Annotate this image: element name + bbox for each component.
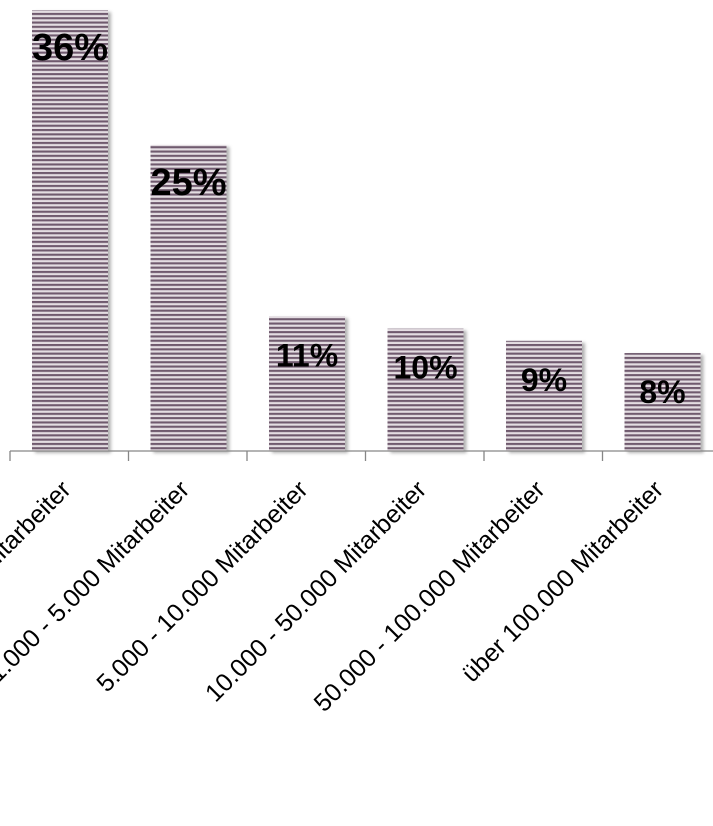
category-label-3: 5.000 - 10.000 Mitarbeiter bbox=[91, 475, 313, 697]
value-label-3: 11% bbox=[276, 337, 338, 373]
category-label-6: über 100.000 Mitarbeiter bbox=[457, 475, 669, 687]
category-label-4: 10.000 - 50.000 Mitarbeiter bbox=[200, 475, 432, 707]
bar-5 bbox=[506, 340, 582, 451]
bar-4 bbox=[387, 328, 464, 451]
category-label-5: 50.000 - 100.000 Mitarbeiter bbox=[309, 475, 551, 717]
value-labels-group: 36% 25% 11% 10% 9% 8% bbox=[32, 27, 686, 410]
x-axis bbox=[9, 450, 713, 461]
bar-6 bbox=[624, 353, 701, 451]
bar-1 bbox=[32, 10, 108, 451]
value-label-6: 8% bbox=[639, 374, 685, 410]
value-label-1: 36% bbox=[32, 27, 108, 69]
bar-2 bbox=[150, 144, 227, 451]
value-label-5: 9% bbox=[521, 362, 567, 398]
bar-3 bbox=[269, 316, 345, 451]
value-label-2: 25% bbox=[150, 162, 226, 204]
value-label-4: 10% bbox=[393, 350, 457, 386]
bars-group bbox=[32, 10, 701, 451]
